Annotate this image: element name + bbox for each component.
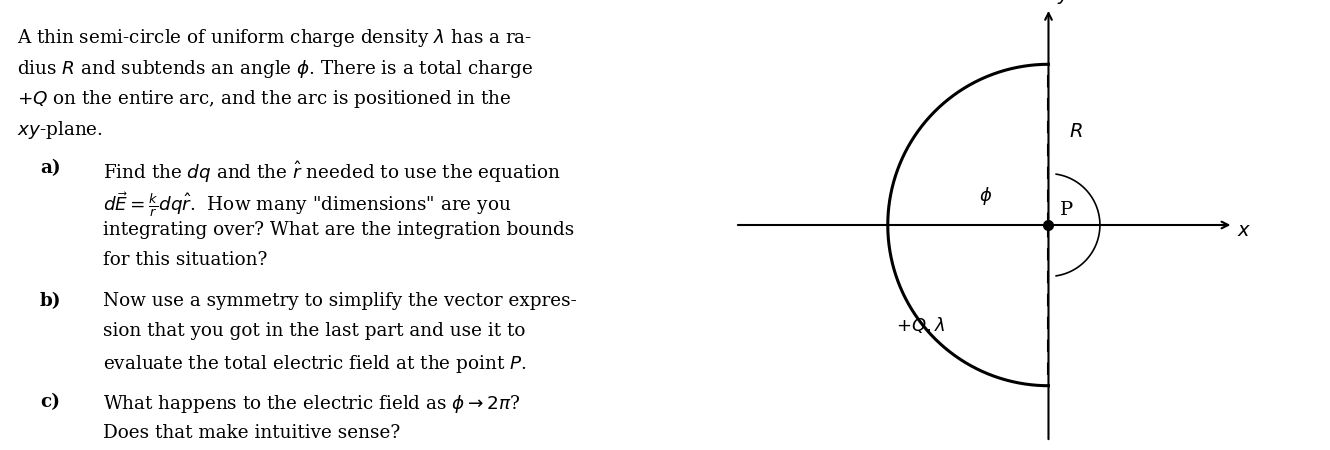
Text: $d\vec{E} = \frac{k}{r} dq\hat{r}$.  How many "dimensions" are you: $d\vec{E} = \frac{k}{r} dq\hat{r}$. How … [104, 190, 511, 219]
Text: b): b) [40, 292, 61, 310]
Text: dius $R$ and subtends an angle $\phi$. There is a total charge: dius $R$ and subtends an angle $\phi$. T… [16, 58, 532, 80]
Text: $+Q$ on the entire arc, and the arc is positioned in the: $+Q$ on the entire arc, and the arc is p… [16, 88, 511, 110]
Text: a): a) [40, 159, 61, 177]
Text: $y$: $y$ [1056, 0, 1071, 6]
Text: evaluate the total electric field at the point $P$.: evaluate the total electric field at the… [104, 353, 527, 375]
Text: integrating over? What are the integration bounds: integrating over? What are the integrati… [104, 220, 575, 238]
Text: Find the $dq$ and the $\hat{r}$ needed to use the equation: Find the $dq$ and the $\hat{r}$ needed t… [104, 159, 561, 185]
Text: $+Q, \lambda$: $+Q, \lambda$ [896, 315, 946, 335]
Text: P: P [1060, 201, 1073, 219]
Text: c): c) [40, 393, 60, 411]
Text: Does that make intuitive sense?: Does that make intuitive sense? [104, 424, 400, 442]
Text: $xy$-plane.: $xy$-plane. [16, 119, 102, 141]
Text: $\phi$: $\phi$ [979, 185, 992, 207]
Text: $x$: $x$ [1237, 222, 1250, 240]
Text: for this situation?: for this situation? [104, 251, 267, 269]
Text: A thin semi-circle of uniform charge density $\lambda$ has a ra-: A thin semi-circle of uniform charge den… [16, 27, 532, 49]
Text: $R$: $R$ [1069, 123, 1083, 141]
Text: What happens to the electric field as $\phi \rightarrow 2\pi$?: What happens to the electric field as $\… [104, 393, 520, 415]
Text: Now use a symmetry to simplify the vector expres-: Now use a symmetry to simplify the vecto… [104, 292, 577, 310]
Text: sion that you got in the last part and use it to: sion that you got in the last part and u… [104, 322, 525, 340]
